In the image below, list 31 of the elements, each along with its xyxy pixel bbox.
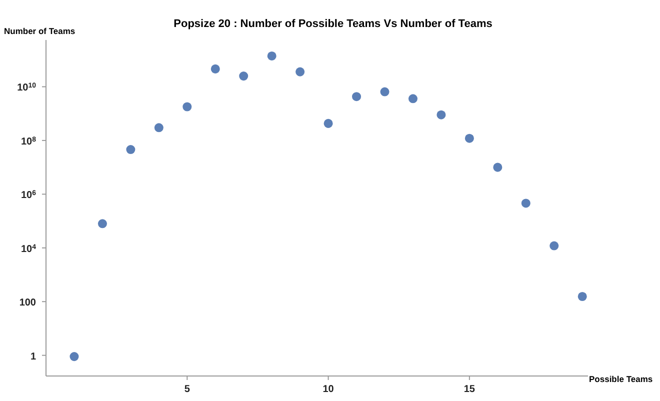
y-tick-label: 100	[19, 298, 36, 309]
y-tick-label: 10$^{4}$	[20, 243, 36, 255]
point	[578, 292, 587, 302]
point	[70, 352, 79, 362]
chart-title: Popsize 20 : Number of Possible Teams Vs Number of Teams	[174, 18, 492, 30]
y-tick-label: 10$^{6}$	[20, 190, 36, 202]
point	[324, 118, 333, 128]
point	[521, 198, 530, 208]
point	[98, 219, 107, 228]
x-tick-label: 5	[184, 384, 190, 395]
y-tick-label: 10$^{8}$	[20, 136, 36, 148]
point	[239, 72, 248, 81]
point	[380, 87, 390, 96]
point	[493, 162, 502, 172]
point	[126, 145, 136, 154]
point	[436, 110, 446, 120]
point	[550, 241, 559, 250]
point	[464, 134, 474, 143]
y-tick-label: 10$^{10}$	[17, 82, 36, 94]
x-tick-label: 15	[464, 384, 476, 395]
point	[210, 64, 220, 74]
y-tick-label: 1	[30, 351, 36, 362]
point	[296, 67, 305, 76]
point	[352, 92, 362, 102]
y-axis-title: Number of Teams	[4, 26, 76, 36]
point	[154, 123, 164, 132]
point	[408, 94, 418, 104]
x-axis-title: Possible Teams	[589, 374, 653, 384]
x-tick-label: 10	[322, 384, 334, 395]
point	[267, 51, 276, 60]
point	[182, 102, 192, 112]
